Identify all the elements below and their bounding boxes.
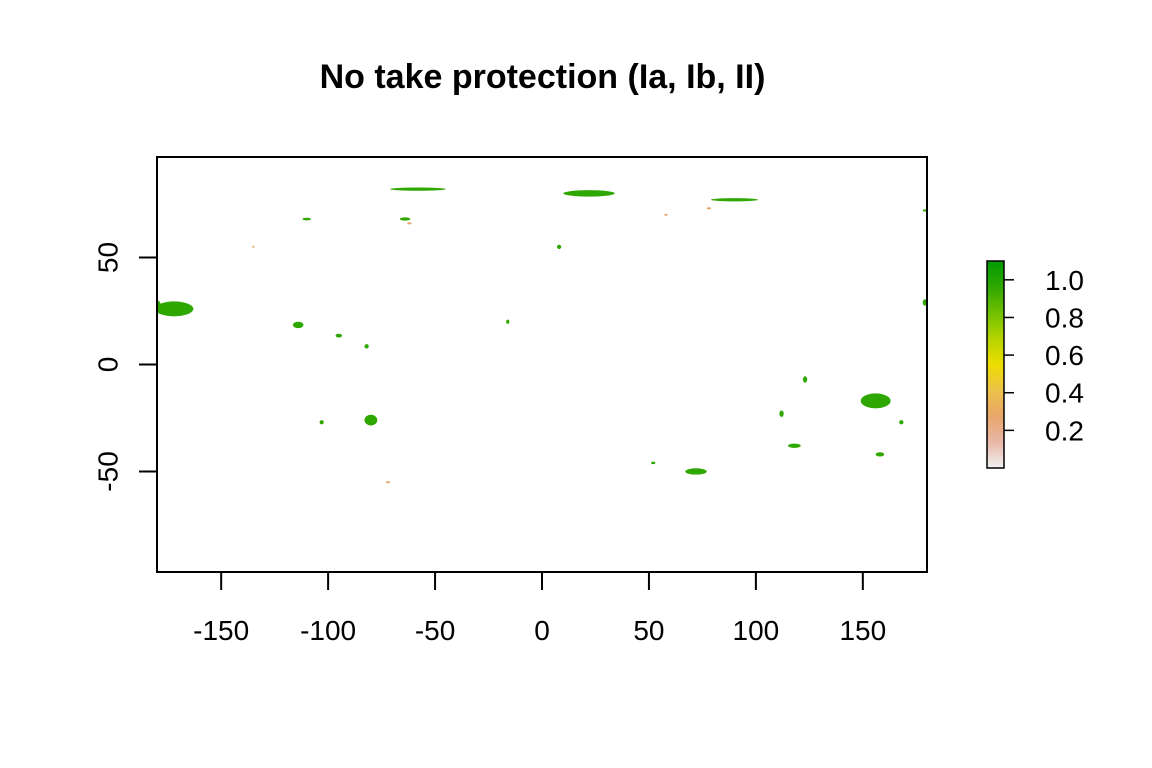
region-canada-arctic-2 <box>399 217 411 221</box>
region-western-australia <box>779 410 784 417</box>
map-background <box>157 157 927 572</box>
region-dateline-arctic <box>922 209 927 212</box>
region-great-australian-bight <box>787 443 801 448</box>
region-alaska-low <box>252 245 255 248</box>
y-tick-label: 0 <box>93 357 124 373</box>
x-tick-label: 0 <box>534 615 550 646</box>
region-siberia-low <box>706 207 711 210</box>
region-canada-arctic-1 <box>302 217 311 221</box>
region-scandinavia-low <box>664 213 668 216</box>
region-patagonia-low <box>385 481 391 484</box>
y-tick-label: -50 <box>93 451 124 491</box>
y-tick-label: 50 <box>93 242 124 273</box>
legend-tick-label: 1.0 <box>1045 265 1084 296</box>
region-caribbean-patch <box>364 344 369 349</box>
region-north-sea <box>556 244 562 249</box>
region-west-africa <box>506 319 510 324</box>
x-tick-label: 150 <box>839 615 886 646</box>
legend-tick-label: 0.8 <box>1045 302 1084 333</box>
x-tick-label: -50 <box>415 615 455 646</box>
legend-tick-label: 0.4 <box>1045 378 1084 409</box>
x-tick-label: -100 <box>300 615 356 646</box>
legend-color-bar <box>986 260 1005 469</box>
region-svalbard <box>563 190 615 197</box>
legend-tick-label: 0.6 <box>1045 340 1084 371</box>
region-northwest-australia <box>802 376 808 383</box>
x-tick-label: 100 <box>733 615 780 646</box>
map-title: No take protection (Ia, Ib, II) <box>319 58 766 96</box>
region-juan-fernandez <box>364 414 378 426</box>
region-russia-arctic <box>710 198 759 202</box>
region-tasman-sea <box>875 452 885 457</box>
y-axis: -50 0 50 <box>93 242 158 492</box>
x-axis: -150 -100 -50 0 50 100 150 <box>193 571 886 646</box>
legend-ticks: 0.2 0.4 0.6 0.8 1.0 <box>1004 265 1084 446</box>
region-dateline-east <box>922 299 927 306</box>
region-hawaii-nw-chain <box>157 301 194 317</box>
region-baffin-low <box>407 222 412 225</box>
region-greenland-north <box>390 187 446 191</box>
region-coral-sea <box>860 393 891 409</box>
region-mexico-revillagigedo <box>292 321 304 329</box>
region-kerguelen <box>685 468 707 475</box>
region-clipperton-area <box>335 333 343 338</box>
map-panel <box>156 156 928 573</box>
x-tick-label: -150 <box>193 615 249 646</box>
protected-regions-layer <box>157 187 927 484</box>
region-crozet <box>651 461 656 465</box>
region-new-caledonia <box>899 420 904 425</box>
legend-tick-label: 0.2 <box>1045 415 1084 446</box>
x-tick-label: 50 <box>633 615 664 646</box>
region-galapagos-south <box>319 420 324 425</box>
color-legend: 0.2 0.4 0.6 0.8 1.0 <box>986 260 1084 469</box>
